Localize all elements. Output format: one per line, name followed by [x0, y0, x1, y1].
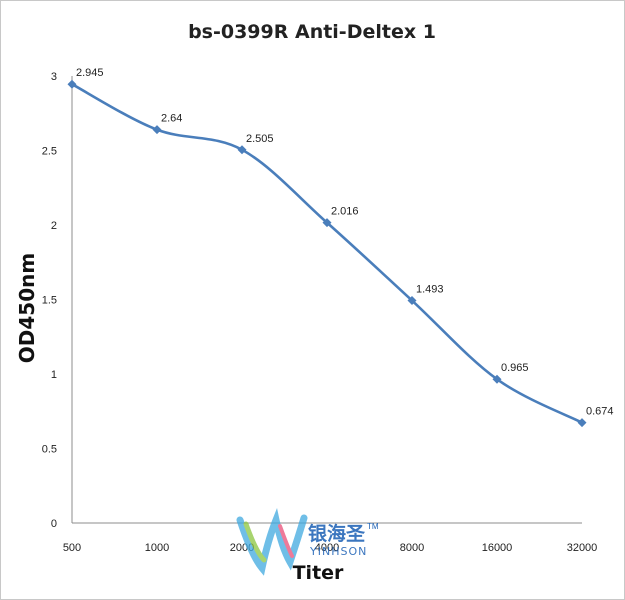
watermark-logo [236, 508, 308, 576]
data-point-marker [577, 418, 587, 428]
y-tick-label: 0.5 [42, 444, 57, 456]
data-label: 1.493 [416, 284, 444, 296]
data-label: 0.674 [586, 406, 614, 418]
chart-title: bs-0399R Anti-Deltex 1 [188, 21, 436, 43]
data-point-marker [407, 296, 417, 306]
data-label: 2.64 [161, 113, 182, 125]
data-point-marker [492, 374, 502, 384]
y-tick-label: 1 [51, 369, 57, 381]
data-label: 2.945 [76, 67, 104, 79]
y-tick-label: 2.5 [42, 146, 57, 158]
data-point-marker [322, 218, 332, 228]
watermark-tm: TM [367, 522, 379, 531]
x-tick-label: 4000 [315, 542, 339, 554]
y-tick-label: 2 [51, 220, 57, 232]
data-point-marker [67, 79, 77, 89]
y-tick-label: 3 [51, 71, 57, 83]
x-tick-label: 8000 [400, 542, 424, 554]
watermark-chinese: 银海圣 [308, 522, 366, 545]
x-tick-label: 500 [63, 542, 81, 554]
y-axis-title: OD450nm [15, 253, 39, 363]
x-axis-title: Titer [293, 562, 344, 584]
data-label: 2.505 [246, 133, 274, 145]
x-tick-label: 1000 [145, 542, 169, 554]
data-point-marker [237, 145, 247, 155]
y-tick-label: 1.5 [42, 295, 57, 307]
data-label: 2.016 [331, 206, 359, 218]
data-point-marker [152, 125, 162, 135]
watermark-english: YINHSON [309, 545, 367, 558]
y-tick-label: 0 [51, 518, 57, 530]
x-tick-label: 16000 [482, 542, 513, 554]
x-tick-label: 32000 [567, 542, 598, 554]
data-label: 0.965 [501, 362, 529, 374]
